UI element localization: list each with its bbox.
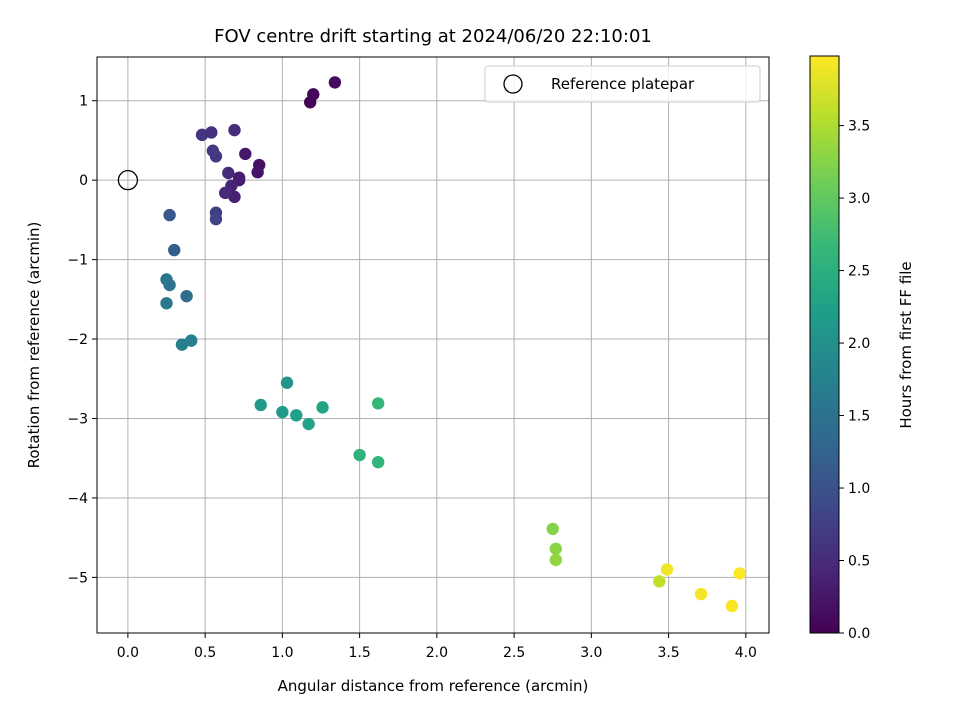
data-point [307,88,320,101]
colorbar-label: Hours from first FF file [897,261,915,428]
x-axis-label: Angular distance from reference (arcmin) [278,677,589,695]
data-point [209,212,223,226]
reference-marker-layer [117,169,139,191]
x-tick-label: 2.5 [503,645,525,661]
legend: Reference platepar [484,65,761,103]
data-point [546,522,559,536]
x-tick-label: 3.5 [657,645,679,661]
y-tick-label: 0 [79,173,88,189]
data-point [219,186,232,200]
plot-frame [96,56,770,634]
data-point [653,575,666,588]
data-point [160,273,173,286]
x-tick-label: 2.0 [426,645,448,661]
x-tick-label: 1.5 [348,645,370,661]
colorbar-gradient [810,56,839,633]
data-point [239,147,252,161]
colorbar-tick-label: 1.5 [848,409,870,425]
colorbar-tick-label: 2.0 [848,336,870,352]
y-tick-label: 1 [79,94,88,110]
x-tick-label: 0.0 [117,645,139,661]
data-point [302,417,315,431]
data-point [733,567,746,580]
colorbar-tick-label: 1.0 [848,481,870,497]
data-point [549,553,563,567]
colorbar: 0.0 0.5 1.0 1.5 2.0 2.5 3.0 3.5 Hours from firs… [809,55,915,642]
data-point [254,398,267,412]
data-point [160,297,173,310]
data-point [328,76,342,89]
data-point [353,448,366,462]
scatter-points [160,76,746,613]
data-point [276,405,289,419]
data-point [549,542,563,555]
x-axis-ticks: 0.0 0.5 1.0 1.5 2.0 2.5 3.0 3.5 4.0 [117,633,757,661]
x-tick-label: 0.5 [194,645,216,661]
y-axis-ticks: 1 0 −1 −2 −3 −4 −5 [67,94,97,586]
data-point [371,397,385,410]
data-point [694,587,708,601]
colorbar-tick-label: 3.5 [848,119,870,135]
data-point [185,334,198,347]
data-point [205,126,218,139]
legend-reference-marker [503,74,523,94]
colorbar-tick-label: 2.5 [848,264,870,280]
data-point [195,128,209,142]
data-point [251,166,264,179]
colorbar-tick-label: 0.0 [848,626,870,642]
data-point [180,289,193,303]
data-point [725,599,739,613]
data-point [168,243,181,257]
reference-platepar-marker [117,169,139,191]
chart-title: FOV centre drift starting at 2024/06/20 … [214,26,652,47]
colorbar-ticks: 0.0 0.5 1.0 1.5 2.0 2.5 3.0 3.5 [839,119,870,642]
colorbar-tick-label: 0.5 [848,554,870,570]
y-tick-label: −2 [67,332,88,348]
x-tick-label: 3.0 [580,645,602,661]
data-point [228,190,241,204]
colorbar-tick-label: 3.0 [848,191,870,207]
data-point [371,455,385,469]
x-tick-label: 4.0 [735,645,757,661]
data-point [232,171,246,184]
y-tick-label: −5 [67,570,88,586]
y-tick-label: −1 [67,253,88,269]
data-point [175,338,189,351]
legend-reference-label: Reference platepar [551,75,695,93]
data-point [280,376,294,389]
data-point [290,409,303,422]
data-point [206,144,220,157]
x-tick-label: 1.0 [271,645,293,661]
legend-box [484,65,761,103]
y-tick-label: −3 [67,411,88,427]
y-axis-label: Rotation from reference (arcmin) [25,222,43,469]
data-point [228,123,241,137]
data-point [163,208,176,222]
data-point [316,401,329,414]
colorbar-frame [809,55,840,634]
y-tick-label: −4 [67,491,88,507]
data-point [660,563,674,576]
data-point [222,166,235,180]
